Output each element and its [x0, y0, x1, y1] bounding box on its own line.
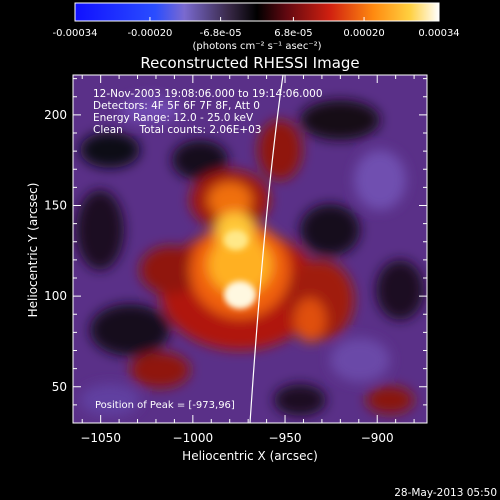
x-axis-label: Heliocentric X (arcsec)	[182, 449, 318, 463]
colorbar	[74, 2, 440, 22]
x-axis-ticks: −1050 −1000 −950 −900	[80, 75, 415, 445]
info-line: Detectors: 4F 5F 6F 7F 8F, Att 0	[93, 100, 260, 112]
plot-frame	[72, 74, 428, 424]
colorbar-tick-label: -6.8e-05	[200, 28, 242, 39]
y-tick-label: 100	[44, 289, 67, 303]
colorbar-ticks: -0.00034 -0.00020 -6.8e-05 6.8e-05 0.00020 0.…	[53, 17, 460, 39]
colorbar-tick-label: 0.00034	[418, 28, 459, 39]
x-tick-label: −950	[269, 431, 302, 445]
rhessi-image	[73, 75, 427, 423]
solar-limb	[249, 75, 284, 423]
info-line: 12-Nov-2003 19:08:06.000 to 19:14:06.000	[93, 88, 323, 100]
colorbar-tick-label: -0.00020	[127, 28, 172, 39]
y-tick-label: 50	[52, 380, 67, 394]
y-tick-label: 200	[44, 108, 67, 122]
footer-date: 28-May-2013 05:50	[394, 487, 497, 499]
colorbar-tick-label: -0.00034	[53, 28, 98, 39]
image-title: Reconstructed RHESSI Image	[140, 54, 359, 72]
peak-position-label: Position of Peak = [-973,96]	[95, 400, 235, 411]
info-line: Energy Range: 12.0 - 25.0 keV	[93, 112, 254, 124]
info-line: Clean Total counts: 2.06E+03	[93, 124, 262, 136]
x-tick-label: −1050	[80, 431, 121, 445]
colorbar-tick-label: 6.8e-05	[274, 28, 312, 39]
colorbar-units: (photons cm⁻² s⁻¹ asec⁻²)	[192, 41, 321, 52]
y-axis-ticks: 50 100 150 200	[44, 78, 427, 406]
y-axis-label: Heliocentric Y (arcsec)	[26, 183, 40, 318]
info-block: 12-Nov-2003 19:08:06.000 to 19:14:06.000…	[93, 88, 323, 136]
x-tick-label: −900	[361, 431, 394, 445]
colorbar-tick-label: 0.00020	[343, 28, 384, 39]
x-tick-label: −1000	[173, 431, 214, 445]
y-tick-label: 150	[44, 199, 67, 213]
